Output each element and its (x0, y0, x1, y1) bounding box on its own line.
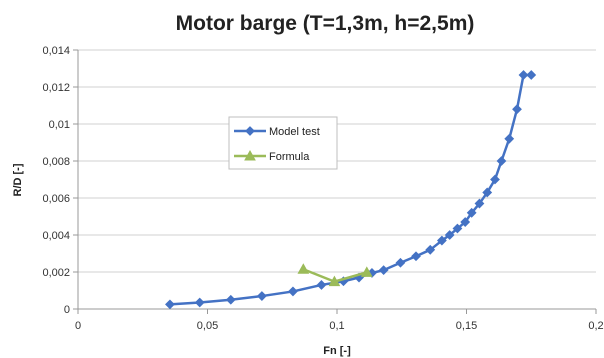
axes (73, 49, 597, 314)
series-model-test (165, 70, 537, 310)
model-test-point (512, 104, 522, 115)
x-tick-label: 0,05 (197, 320, 218, 332)
y-tick-label: 0,002 (42, 267, 70, 279)
model-test-point (436, 235, 447, 246)
model-test-point (526, 70, 537, 80)
model-test-point (395, 257, 406, 268)
x-tick-label: 0,15 (456, 320, 477, 332)
chart-title: Motor barge (T=1,3m, h=2,5m) (176, 12, 475, 35)
model-test-point (425, 244, 436, 255)
y-tick-label: 0,012 (42, 82, 70, 94)
y-axis-label: R/D [-] (12, 163, 24, 196)
legend-entries: Model test Formula (234, 126, 320, 163)
model-test-point (474, 198, 485, 209)
x-axis-label: Fn [-] (323, 345, 351, 357)
model-test-point (444, 230, 455, 240)
model-test-point (165, 299, 175, 310)
legend: Model test Formula (228, 116, 338, 170)
formula-point (360, 266, 373, 277)
model-test-point (288, 286, 298, 297)
formula-point (328, 275, 341, 287)
y-tick-label: 0,01 (49, 119, 70, 131)
legend-label: Model test (269, 126, 320, 138)
model-test-point (460, 217, 471, 227)
tick-labels: 0 0,002 0,004 0,006 0,008 0,01 0,012 0,014 0 0,05… (42, 45, 603, 332)
y-tick-label: 0,008 (42, 156, 70, 168)
model-test-point (411, 251, 421, 262)
legend-swatch-marker (245, 126, 255, 136)
model-test-point (378, 265, 389, 276)
legend-label: Formula (269, 151, 310, 163)
legend-item-model-test: Model test (234, 126, 320, 138)
x-tick-label: 0 (75, 320, 81, 332)
y-tick-label: 0 (64, 304, 70, 316)
model-test-point (316, 280, 327, 290)
y-tick-label: 0,014 (42, 45, 70, 57)
series-layer (165, 70, 537, 310)
x-tick-label: 0,1 (329, 320, 344, 332)
model-test-line (169, 73, 532, 306)
model-test-point (225, 294, 236, 305)
formula-point (297, 263, 310, 274)
series-formula (297, 263, 373, 287)
model-test-point (452, 223, 463, 234)
model-test-point (496, 156, 507, 166)
model-test-point (466, 207, 477, 218)
y-tick-label: 0,004 (42, 230, 70, 242)
model-test-point (482, 187, 493, 198)
legend-swatch-marker (244, 149, 256, 161)
y-tick-label: 0,006 (42, 193, 70, 205)
model-test-point (518, 70, 529, 80)
legend-item-formula: Formula (234, 149, 310, 163)
model-test-point (194, 297, 205, 308)
x-tick-label: 0,2 (588, 320, 603, 332)
model-test-point (490, 174, 500, 185)
model-test-point (504, 133, 515, 144)
model-test-point (256, 291, 267, 301)
